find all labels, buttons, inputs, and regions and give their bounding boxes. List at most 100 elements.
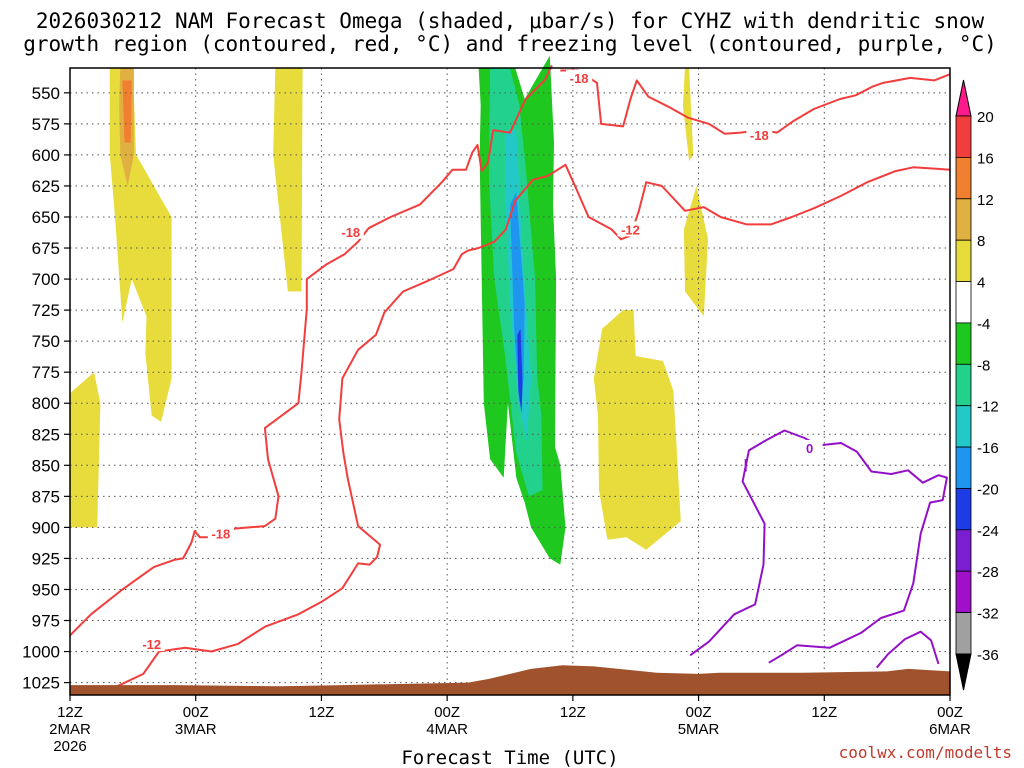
colorbar-segment — [955, 322, 972, 365]
x-tick-label: 4MAR — [426, 721, 468, 738]
colorbar-label: -8 — [977, 357, 990, 374]
colorbar-label: 20 — [977, 109, 994, 126]
y-tick-label: 550 — [32, 84, 60, 103]
freezing-level-contour — [875, 630, 940, 669]
y-tick-label: 900 — [32, 518, 60, 537]
x-tick-label: 12Z — [57, 704, 83, 721]
contour-label: -18 — [341, 225, 360, 240]
colorbar-segment — [955, 612, 972, 655]
omega-pos-area — [122, 80, 132, 143]
colorbar-label: -32 — [977, 606, 999, 623]
y-tick-label: 950 — [32, 580, 60, 599]
colorbar-segment — [955, 363, 972, 407]
y-tick-label: 1000 — [22, 643, 60, 662]
contour-label-bg — [796, 439, 823, 455]
x-tick-label: 00Z — [183, 704, 209, 721]
omega-pos-area — [109, 68, 172, 422]
colorbar-label: -24 — [977, 523, 999, 540]
colorbar-segment — [955, 570, 972, 614]
colorbar-segment — [955, 446, 972, 489]
y-tick-label: 800 — [32, 394, 60, 413]
y-tick-label: 700 — [32, 270, 60, 289]
x-tick-label: 00Z — [434, 704, 460, 721]
colorbar-segment — [955, 281, 972, 324]
y-tick-label: 875 — [32, 487, 60, 506]
y-tick-label: 975 — [32, 612, 60, 631]
colorbar-label: 8 — [977, 233, 985, 250]
colorbar-segment — [955, 529, 972, 572]
contour-label: -12 — [621, 222, 640, 237]
omega-pos-area — [70, 372, 101, 528]
terrain — [70, 665, 950, 695]
dsgz-contour-line — [560, 69, 951, 135]
colorbar: 20 16 12 8 4 -4 -8 -12 -16 -20 -24 -28 -32 -36 — [955, 79, 999, 691]
omega-pos-area — [273, 68, 303, 292]
colorbar-label: -28 — [977, 564, 999, 581]
y-tick-label: 750 — [32, 332, 60, 351]
dsgz-contours — [69, 65, 951, 690]
colorbar-label: -4 — [977, 316, 990, 333]
colorbar-segment — [955, 488, 972, 531]
x-tick-label: 6MAR — [929, 721, 971, 738]
colorbar-segment — [955, 405, 972, 448]
x-tick-label: 12Z — [811, 704, 837, 721]
freezing-level-contours — [689, 429, 948, 669]
x-tick-label: 00Z — [937, 704, 963, 721]
y-tick-label: 625 — [32, 177, 60, 196]
colorbar-label: -16 — [977, 440, 999, 457]
omega-pos-area — [683, 186, 708, 317]
colorbar-top-arrow — [955, 79, 972, 117]
y-tick-label: 825 — [32, 425, 60, 444]
contour-label: -12 — [142, 637, 161, 652]
contour-label: -18 — [570, 71, 589, 86]
y-tick-label: 850 — [32, 456, 60, 475]
y-tick-label: 925 — [32, 549, 60, 568]
plot-frame — [69, 67, 951, 696]
chart-title-line1: 2026030212 NAM Forecast Omega (shaded, μ… — [36, 9, 985, 33]
colorbar-label: 16 — [977, 150, 994, 167]
y-axis: 550 575 600 625 650 675 700 725 750 775 800 825 850 8… — [22, 84, 70, 693]
contour-label-bg — [617, 221, 644, 237]
colorbar-bottom-arrow — [955, 653, 972, 691]
colorbar-segment — [955, 115, 972, 158]
y-tick-label: 575 — [32, 115, 60, 134]
colorbar-label: -20 — [977, 481, 999, 498]
y-tick-label: 650 — [32, 208, 60, 227]
colorbar-label: 4 — [977, 275, 985, 292]
x-tick-label: 00Z — [686, 704, 712, 721]
chart-title-line2: growth region (contoured, red, °C) and f… — [23, 32, 997, 56]
x-tick-label: 2026 — [53, 738, 86, 755]
y-tick-label: 600 — [32, 146, 60, 165]
colorbar-segment — [955, 239, 972, 282]
omega-pos-area — [593, 310, 681, 550]
contour-label: -18 — [211, 527, 230, 542]
dsgz-contour-line — [111, 163, 951, 690]
omega-neg-area — [517, 328, 523, 414]
x-tick-label: 12Z — [308, 704, 334, 721]
y-tick-label: 675 — [32, 239, 60, 258]
colorbar-segment — [955, 198, 972, 241]
dsgz-contour-line — [69, 65, 553, 637]
x-tick-label: 5MAR — [678, 721, 720, 738]
contour-labels: -18 -18 -18 -12 -18 -12 0 — [138, 69, 823, 652]
contour-label: 0 — [806, 441, 813, 456]
x-tick-label: 2MAR — [49, 721, 91, 738]
contour-label: -18 — [750, 128, 769, 143]
omega-positive-shading — [70, 68, 708, 550]
colorbar-segment — [955, 156, 972, 200]
contour-label-bg — [746, 127, 773, 143]
credit-text: coolwx.com/modelts — [839, 743, 1012, 762]
contour-label-bg — [337, 223, 364, 239]
plot-area: -18 -18 -18 -12 -18 -12 0 — [69, 55, 951, 696]
freezing-level-contour — [689, 429, 948, 664]
contour-label-bg — [138, 636, 165, 652]
x-tick-label: 12Z — [560, 704, 586, 721]
colorbar-label: -36 — [977, 647, 999, 664]
x-axis-label: Forecast Time (UTC) — [401, 747, 618, 768]
colorbar-label: 12 — [977, 192, 994, 209]
contour-label-bg — [566, 69, 593, 85]
contour-label-bg — [207, 525, 234, 541]
y-tick-label: 775 — [32, 363, 60, 382]
